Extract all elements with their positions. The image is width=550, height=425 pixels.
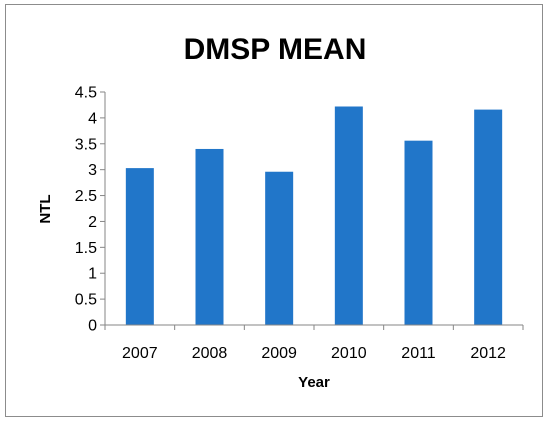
x-tick-label: 2009 [261,345,297,362]
x-tick-label: 2007 [122,345,158,362]
y-tick-label: 2 [88,214,97,231]
y-tick-label: 3.5 [75,136,97,153]
y-axis-label: NTL [37,194,54,223]
y-tick-label: 0.5 [75,292,97,309]
x-tick-label: 2012 [470,345,506,362]
bar-2009 [265,171,294,325]
bar-2012 [474,109,503,325]
bars [125,106,503,326]
bar-2011 [404,140,433,325]
axes [104,92,523,326]
bar-2007 [125,168,154,325]
y-tick-label: 2.5 [75,188,97,205]
y-axis-ticks: 0 0.5 1 1.5 2 2.5 3 3.5 4 4.5 [75,85,105,335]
chart-title: DMSP MEAN [184,33,367,66]
y-tick-label: 0 [88,318,97,335]
bar-2008 [195,148,224,325]
y-tick-label: 1.5 [75,240,97,257]
y-tick-label: 4 [88,110,97,127]
x-tick-label: 2011 [401,345,436,362]
y-tick-label: 3 [88,162,97,179]
bar-2010 [334,106,363,326]
y-tick-label: 1 [88,266,97,283]
y-tick-label: 4.5 [75,85,97,102]
x-tick-label: 2008 [192,345,228,362]
x-axis-ticks: 2007 2008 2009 2010 2011 2012 [104,325,524,362]
x-tick-label: 2010 [331,345,367,362]
x-axis-label: Year [298,374,330,391]
